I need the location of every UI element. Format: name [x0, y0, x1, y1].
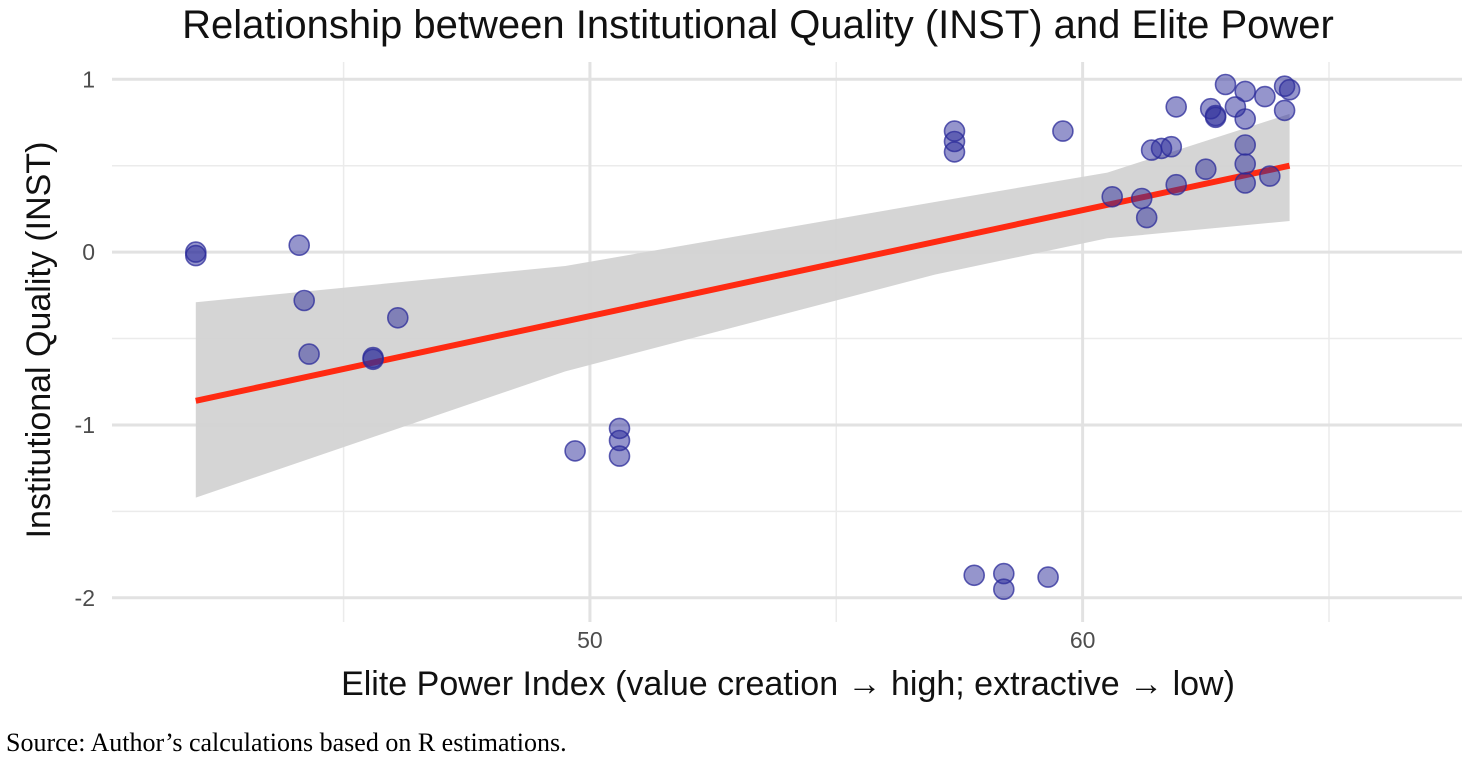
data-point	[1037, 566, 1059, 588]
data-point	[1101, 186, 1123, 208]
data-point	[362, 348, 384, 371]
confidence-band	[195, 113, 1290, 498]
data-point	[1214, 73, 1237, 96]
data-point	[1234, 153, 1256, 175]
x-axis-title: Elite Power Index (value creation → high…	[341, 665, 1235, 703]
y-tick-label: -2	[75, 585, 95, 611]
data-point	[293, 289, 316, 312]
data-point	[1234, 134, 1256, 156]
chart-title: Relationship between Institutional Quali…	[182, 3, 1334, 47]
data-point	[298, 343, 320, 365]
confidence-band-layer	[195, 113, 1290, 498]
data-point	[943, 141, 966, 163]
data-point	[1160, 135, 1183, 158]
data-point	[386, 306, 409, 329]
y-tick-label: -1	[75, 412, 95, 438]
data-point	[1278, 78, 1301, 101]
data-point	[1165, 173, 1187, 196]
data-point	[288, 234, 311, 256]
data-point	[963, 564, 986, 587]
data-point	[1052, 120, 1074, 142]
x-tick-label: 50	[577, 627, 603, 653]
points-layer	[185, 73, 1301, 601]
y-tick-label: 1	[82, 66, 95, 92]
y-tick-label: 0	[82, 239, 95, 265]
data-point	[1165, 96, 1187, 118]
data-point	[185, 244, 207, 267]
x-tick-label: 60	[1070, 627, 1096, 653]
data-point	[608, 445, 631, 467]
data-point	[1135, 206, 1158, 229]
data-point	[1234, 80, 1256, 103]
data-point	[992, 578, 1015, 601]
data-point	[564, 440, 586, 462]
data-point	[1273, 99, 1296, 122]
tick-labels: 50 60 1 0 -1 -2	[75, 66, 1096, 653]
source-note: Source: Author’s calculations based on R…	[6, 728, 567, 757]
scatter-chart: Relationship between Institutional Quali…	[20, 3, 1462, 703]
data-point	[1130, 187, 1153, 210]
data-point	[1259, 165, 1281, 187]
data-point	[1254, 85, 1276, 108]
data-point	[1195, 158, 1217, 180]
y-axis-title: Institutional Quality (INST)	[20, 142, 58, 539]
data-point	[1204, 106, 1227, 129]
data-point	[1234, 172, 1256, 194]
data-point	[1234, 108, 1256, 130]
